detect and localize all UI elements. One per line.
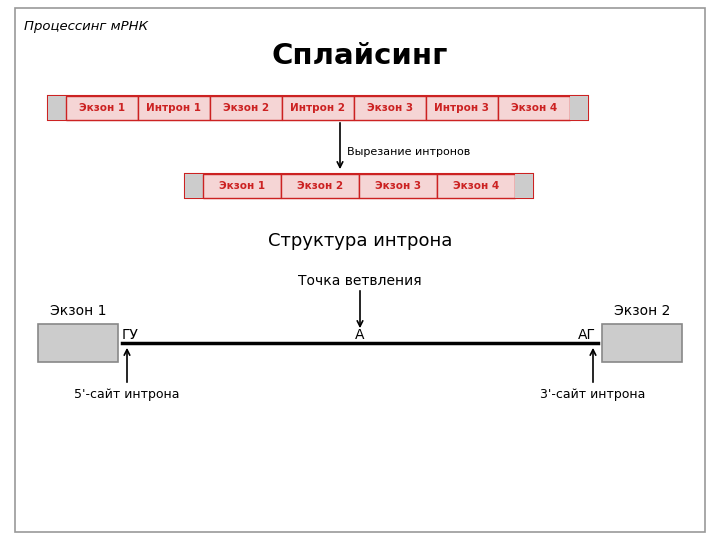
Text: Экзон 1: Экзон 1 xyxy=(50,304,107,318)
Text: Экзон 3: Экзон 3 xyxy=(375,181,421,191)
Bar xyxy=(515,174,533,198)
Text: Экзон 1: Экзон 1 xyxy=(79,103,125,113)
Text: Точка ветвления: Точка ветвления xyxy=(298,274,422,288)
Text: Структура интрона: Структура интрона xyxy=(268,232,452,250)
Text: 3'-сайт интрона: 3'-сайт интрона xyxy=(540,388,646,401)
Text: Экзон 2: Экзон 2 xyxy=(614,304,670,318)
Bar xyxy=(210,96,282,120)
Text: Процессинг мРНК: Процессинг мРНК xyxy=(24,20,148,33)
Bar xyxy=(281,174,359,198)
Text: Экзон 4: Экзон 4 xyxy=(453,181,499,191)
Bar xyxy=(426,96,498,120)
Text: Интрон 1: Интрон 1 xyxy=(146,103,202,113)
Bar xyxy=(185,174,533,198)
Text: ГУ: ГУ xyxy=(122,328,139,342)
Text: АГ: АГ xyxy=(578,328,596,342)
Bar xyxy=(437,174,515,198)
Bar xyxy=(359,174,437,198)
Bar xyxy=(38,324,118,362)
Text: Сплайсинг: Сплайсинг xyxy=(272,42,448,70)
Bar xyxy=(354,96,426,120)
Text: Экзон 2: Экзон 2 xyxy=(297,181,343,191)
Text: Экзон 3: Экзон 3 xyxy=(367,103,413,113)
Text: Экзон 4: Экзон 4 xyxy=(511,103,557,113)
Bar xyxy=(498,96,570,120)
Bar xyxy=(48,96,588,120)
Bar xyxy=(185,174,203,198)
Bar xyxy=(570,96,588,120)
Bar xyxy=(282,96,354,120)
Text: Вырезание интронов: Вырезание интронов xyxy=(347,147,470,157)
Bar xyxy=(48,96,66,120)
Bar xyxy=(203,174,281,198)
Text: Экзон 1: Экзон 1 xyxy=(219,181,265,191)
Text: А: А xyxy=(355,328,365,342)
Text: Интрон 3: Интрон 3 xyxy=(434,103,490,113)
Bar xyxy=(602,324,682,362)
Text: Экзон 2: Экзон 2 xyxy=(223,103,269,113)
Text: 5'-сайт интрона: 5'-сайт интрона xyxy=(74,388,180,401)
Bar xyxy=(138,96,210,120)
Bar xyxy=(66,96,138,120)
Text: Интрон 2: Интрон 2 xyxy=(290,103,346,113)
